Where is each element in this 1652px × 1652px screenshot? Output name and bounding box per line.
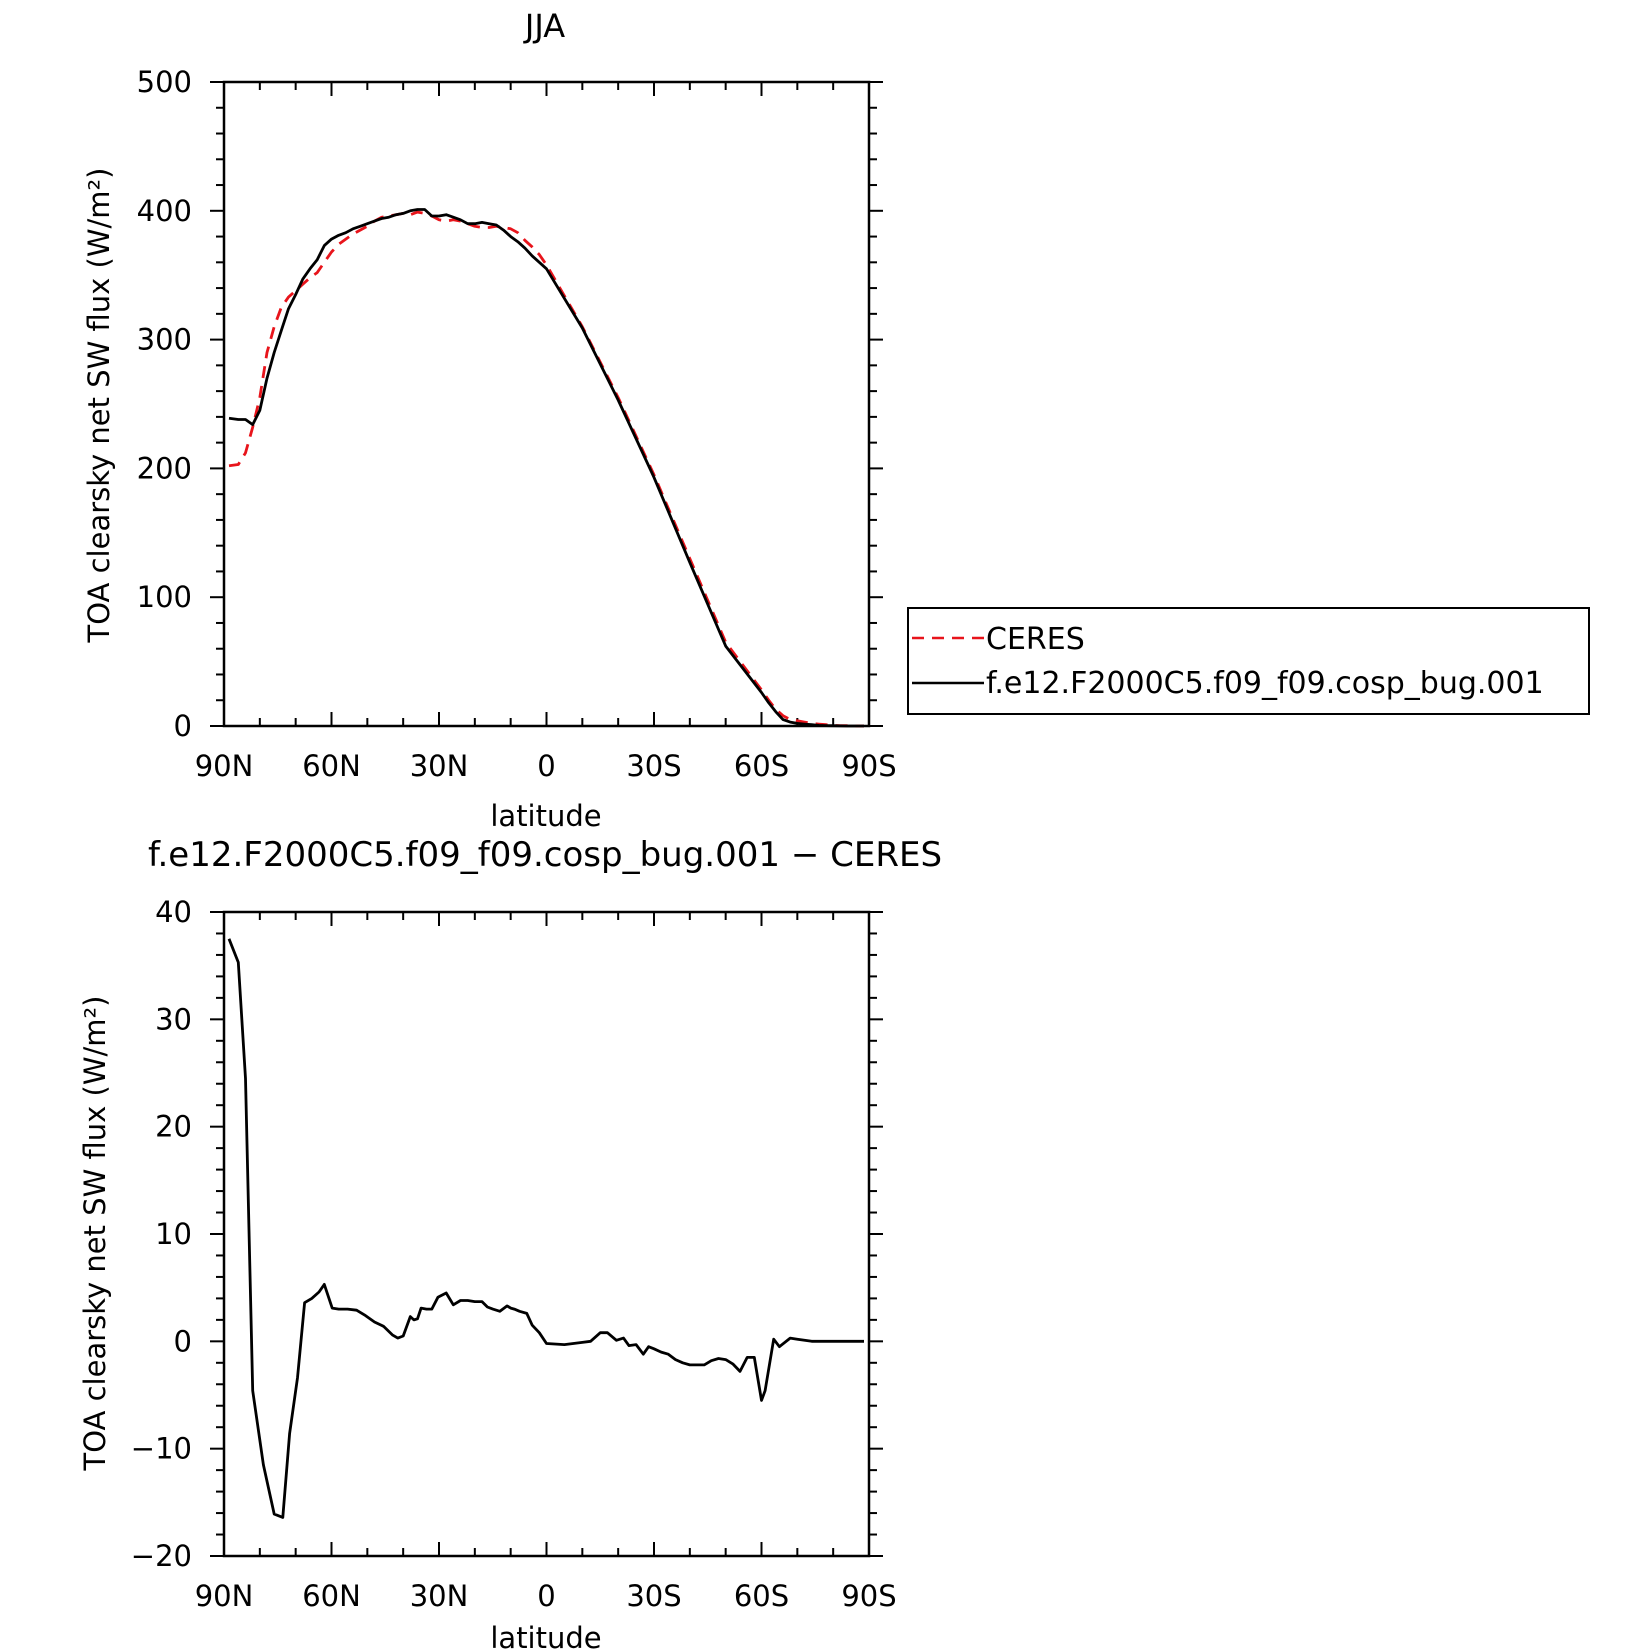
bottom-y-tick-label: 30 [155, 1002, 192, 1036]
top-x-axis-label: latitude [490, 799, 601, 833]
bottom-panel: f.e12.F2000C5.f09_f09.cosp_bug.001 − CER… [78, 835, 942, 1652]
legend-label-model: f.e12.F2000C5.f09_f09.cosp_bug.001 [986, 666, 1544, 701]
top-x-tick-label: 90S [841, 749, 896, 783]
bottom-series-lines [227, 938, 864, 1519]
top-series-lines [228, 208, 864, 728]
bottom-x-tick-label: 60S [734, 1579, 789, 1613]
bottom-chart-title: f.e12.F2000C5.f09_f09.cosp_bug.001 − CER… [148, 835, 942, 875]
bottom-plot-area: 90N 60N 30N 0 30S 60S 90S −20 −10 0 10 20 30 40 [131, 895, 897, 1613]
bottom-y-tick-label: −10 [131, 1432, 192, 1466]
bottom-x-tick-label: 30N [410, 1579, 469, 1613]
bottom-axis-ticks: 90N 60N 30N 0 30S 60S 90S −20 −10 0 10 20 30 40 [131, 895, 897, 1613]
top-y-axis-label: TOA clearsky net SW flux (W/m²) [82, 168, 116, 644]
bottom-y-tick-label: 40 [155, 895, 192, 929]
legend-label-ceres: CERES [986, 622, 1085, 657]
bottom-x-tick-label: 60N [302, 1579, 361, 1613]
bottom-x-tick-label: 30S [626, 1579, 681, 1613]
bottom-x-axis-label: latitude [490, 1621, 601, 1652]
top-y-tick-label: 500 [137, 65, 192, 99]
legend-box [907, 607, 1590, 715]
top-x-tick-label: 30N [410, 749, 469, 783]
top-y-tick-label: 100 [137, 580, 192, 614]
top-plot-area: 90N 60N 30N 0 30S 60S 90S 0 100 200 300 400 500 [137, 65, 897, 783]
bottom-x-tick-label: 90N [195, 1579, 254, 1613]
bottom-plot-frame [222, 910, 871, 1558]
bottom-y-axis-label: TOA clearsky net SW flux (W/m²) [78, 996, 112, 1472]
top-x-tick-label: 60S [734, 749, 789, 783]
bottom-y-tick-label: 20 [155, 1110, 192, 1144]
bottom-x-tick-label: 0 [537, 1579, 555, 1613]
top-y-tick-label: 0 [174, 709, 192, 743]
top-x-tick-label: 60N [302, 749, 361, 783]
top-x-tick-label: 90N [195, 749, 254, 783]
bottom-y-tick-label: 10 [155, 1217, 192, 1251]
top-y-tick-label: 400 [137, 194, 192, 228]
top-plot-frame [222, 80, 871, 728]
bottom-x-tick-label: 90S [841, 1579, 896, 1613]
top-series-ceres-line [228, 210, 864, 728]
top-series-model-line [228, 208, 864, 728]
legend: CERES f.e12.F2000C5.f09_f09.cosp_bug.001 [907, 607, 1590, 715]
bottom-y-tick-label: −20 [131, 1539, 192, 1573]
top-y-tick-label: 300 [137, 323, 192, 357]
top-x-tick-label: 0 [537, 749, 555, 783]
top-axis-ticks: 90N 60N 30N 0 30S 60S 90S 0 100 200 300 400 500 [137, 65, 897, 783]
bottom-series-model-line [227, 938, 864, 1519]
top-y-tick-label: 200 [137, 451, 192, 485]
bottom-y-tick-label: 0 [174, 1324, 192, 1358]
top-x-tick-label: 30S [626, 749, 681, 783]
top-chart-title: JJA [523, 7, 565, 45]
top-panel: JJA 90N 60N 30N 0 30S 60S 90S0100200300400500 … [82, 7, 1590, 833]
